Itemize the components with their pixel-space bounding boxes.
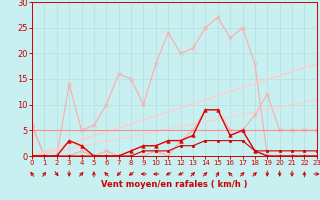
X-axis label: Vent moyen/en rafales ( km/h ): Vent moyen/en rafales ( km/h ) [101,180,248,189]
